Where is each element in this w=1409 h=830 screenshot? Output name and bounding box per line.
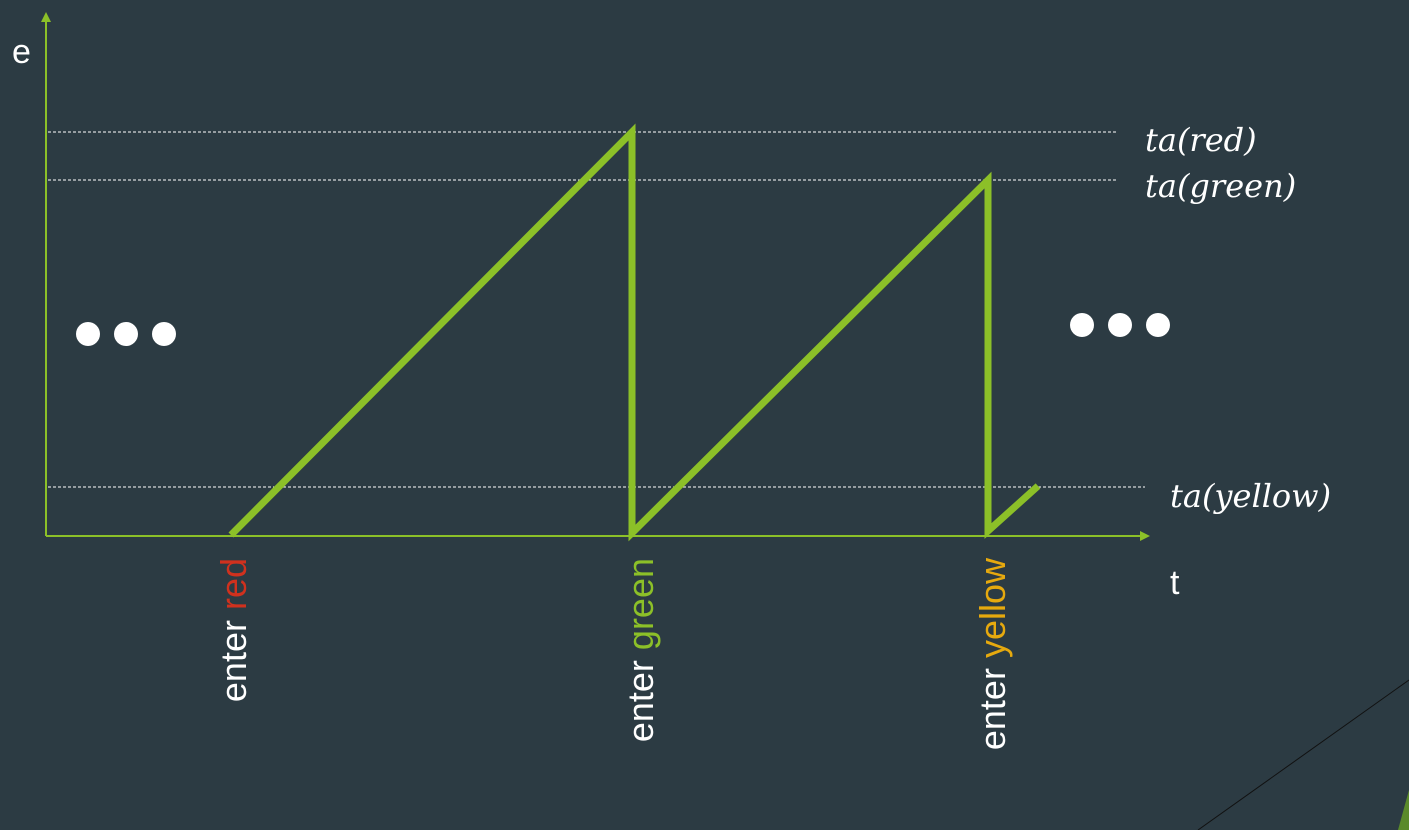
level-label-yellow: ta(yellow) [1170, 477, 1331, 515]
corner-decoration [1197, 679, 1409, 830]
event-state-green: green [620, 558, 661, 650]
event-prefix: enter [620, 650, 661, 742]
event-prefix: enter [213, 610, 254, 702]
event-state-yellow: yellow [972, 557, 1013, 658]
event-label-enter-yellow: enter yellow [972, 557, 1013, 750]
level-label-green: ta(green) [1145, 167, 1296, 205]
elapsed-time-curve [228, 123, 1041, 542]
ellipsis-icon [76, 322, 176, 346]
ellipsis-icon [1070, 313, 1170, 337]
svg-text:enter yellow: enter yellow [972, 557, 1013, 750]
event-prefix: enter [972, 658, 1013, 750]
y-axis-label: e [12, 33, 31, 71]
svg-text:enter green: enter green [620, 558, 661, 742]
x-axis-label: t [1170, 564, 1180, 602]
svg-text:enter red: enter red [213, 558, 254, 702]
level-label-red: ta(red) [1145, 121, 1257, 159]
event-state-red: red [213, 558, 254, 610]
event-label-enter-green: enter green [620, 558, 661, 742]
event-label-enter-red: enter red [213, 558, 254, 702]
